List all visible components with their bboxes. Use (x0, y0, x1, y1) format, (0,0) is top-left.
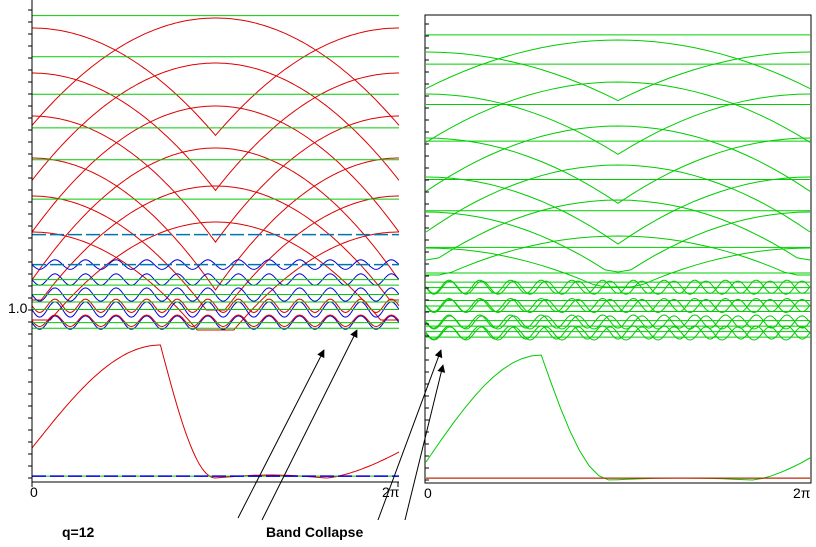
left-dispersive-band-1 (32, 62, 399, 181)
right-band-shifted-2 (425, 137, 811, 204)
right-band-1 (425, 81, 811, 143)
left-dispersive-band-5 (32, 221, 399, 321)
band-collapse-arrow-4 (404, 364, 446, 521)
band-collapse-label: Band Collapse (266, 524, 363, 540)
left-ripple-band-6 (32, 298, 399, 314)
right-chart-panel: 0 2π (424, 14, 812, 501)
left-dispersive-band-0 (32, 17, 399, 126)
left-curves-group (32, 15, 399, 479)
right-band-2 (425, 125, 811, 192)
band-collapse-arrow-2 (261, 329, 358, 521)
right-x-tick-label-start: 0 (424, 485, 432, 501)
left-ripple-band-5 (32, 314, 399, 328)
left-dispersive-band-shifted-3 (32, 157, 399, 291)
right-band-3 (425, 164, 811, 233)
left-dispersive-band-shifted-0 (32, 27, 399, 137)
band-collapse-arrow-1 (237, 349, 325, 519)
right-curves-group (425, 34, 811, 481)
left-y-tick-label: 1.0 (8, 300, 28, 316)
left-lowest-band (32, 344, 399, 479)
left-x-ticks (31, 482, 399, 487)
q-label: q=12 (62, 524, 95, 540)
left-dispersive-band-3 (32, 147, 399, 281)
right-ripple-band-a-1 (425, 315, 811, 330)
left-dispersive-band-shifted-2 (32, 115, 399, 243)
right-plot-frame-border (424, 14, 812, 484)
left-chart-panel: 0 2π 1.0 (8, 0, 400, 500)
right-y-ticks (425, 23, 429, 481)
left-dispersive-band-4 (32, 185, 399, 301)
annotations-group: q=12 Band Collapse (62, 329, 446, 540)
left-dispersive-band-2 (32, 105, 399, 233)
right-ripple-band-b-1 (425, 314, 811, 329)
band-collapse-arrow-3 (377, 349, 443, 521)
right-band-shifted-4 (425, 211, 811, 273)
left-x-tick-label-start: 0 (30, 484, 38, 500)
right-band-shifted-1 (425, 93, 811, 155)
right-band-0 (425, 39, 811, 90)
left-dispersive-band-shifted-1 (32, 72, 399, 192)
left-y-ticks (28, 9, 32, 479)
right-lowest-band (425, 354, 811, 481)
right-band-shifted-3 (425, 176, 811, 245)
right-band-5 (426, 235, 810, 276)
right-plot-frame (424, 14, 812, 484)
left-dispersive-band-shifted-5 (32, 231, 399, 331)
right-band-shifted-0 (425, 51, 811, 102)
right-ripple-band-b-0 (425, 325, 811, 340)
right-x-tick-label-end: 2π (793, 485, 811, 501)
right-ripple-band-a-0 (425, 326, 811, 341)
right-band-4 (425, 199, 811, 261)
